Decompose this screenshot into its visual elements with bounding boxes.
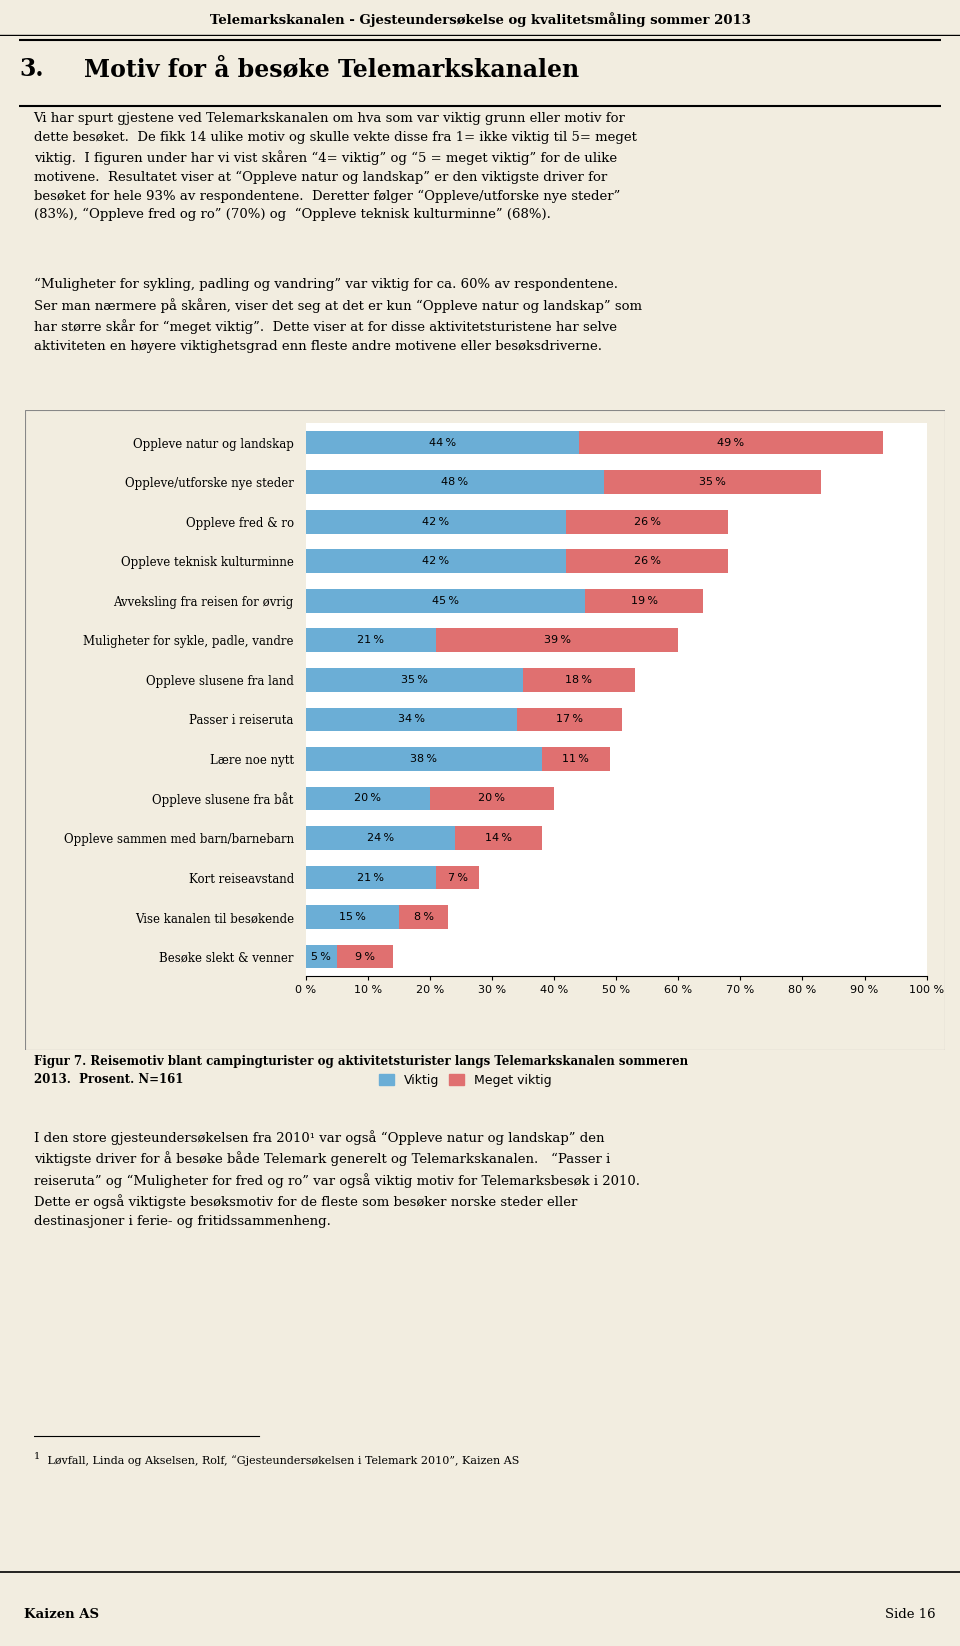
Bar — [566, 550, 728, 573]
Bar — [430, 787, 554, 810]
Text: Løvfall, Linda og Akselsen, Rolf, “Gjesteundersøkelsen i Telemark 2010”, Kaizen : Løvfall, Linda og Akselsen, Rolf, “Gjest… — [44, 1455, 519, 1467]
Text: 8 %: 8 % — [414, 912, 434, 922]
Bar — [516, 708, 622, 731]
Bar — [455, 826, 541, 849]
Text: 42 %: 42 % — [422, 556, 449, 566]
Bar — [337, 945, 393, 968]
Text: 20 %: 20 % — [478, 793, 505, 803]
Bar — [305, 708, 516, 731]
Text: 45 %: 45 % — [432, 596, 459, 606]
Bar — [305, 510, 566, 533]
Bar — [305, 471, 604, 494]
Text: Figur 7. Reisemotiv blant campingturister og aktivitetsturister langs Telemarksk: Figur 7. Reisemotiv blant campingturiste… — [34, 1055, 687, 1086]
Text: Motiv for å besøke Telemarkskanalen: Motiv for å besøke Telemarkskanalen — [84, 58, 579, 82]
Bar — [305, 787, 430, 810]
Text: “Muligheter for sykling, padling og vandring” var viktig for ca. 60% av responde: “Muligheter for sykling, padling og vand… — [34, 278, 641, 352]
Bar — [579, 431, 883, 454]
Bar — [436, 866, 479, 889]
Bar — [541, 747, 610, 770]
Legend: Viktig, Meget viktig: Viktig, Meget viktig — [374, 1068, 557, 1091]
Text: 24 %: 24 % — [367, 833, 394, 843]
Text: 38 %: 38 % — [410, 754, 437, 764]
Text: 5 %: 5 % — [311, 951, 331, 961]
Text: 21 %: 21 % — [357, 872, 384, 882]
Bar — [398, 905, 448, 928]
Text: 26 %: 26 % — [634, 556, 660, 566]
Text: I den store gjesteundersøkelsen fra 2010¹ var også “Oppleve natur og landskap” d: I den store gjesteundersøkelsen fra 2010… — [34, 1131, 639, 1228]
Bar — [305, 747, 541, 770]
Text: Side 16: Side 16 — [885, 1608, 936, 1621]
Bar — [305, 550, 566, 573]
Bar — [305, 945, 337, 968]
Text: 39 %: 39 % — [543, 635, 570, 645]
Text: 9 %: 9 % — [354, 951, 374, 961]
Text: 15 %: 15 % — [339, 912, 366, 922]
Text: 14 %: 14 % — [485, 833, 512, 843]
Text: 49 %: 49 % — [717, 438, 745, 448]
Text: 26 %: 26 % — [634, 517, 660, 527]
Bar — [566, 510, 728, 533]
Bar — [305, 905, 398, 928]
Text: 48 %: 48 % — [441, 477, 468, 487]
Bar — [305, 629, 436, 652]
Bar — [585, 589, 703, 612]
Text: 35 %: 35 % — [699, 477, 726, 487]
Text: 3.: 3. — [19, 58, 44, 82]
Text: 42 %: 42 % — [422, 517, 449, 527]
Bar — [305, 431, 579, 454]
Text: 21 %: 21 % — [357, 635, 384, 645]
Bar — [604, 471, 821, 494]
Text: 18 %: 18 % — [565, 675, 592, 685]
Text: 20 %: 20 % — [354, 793, 381, 803]
Bar — [305, 589, 585, 612]
Text: 7 %: 7 % — [447, 872, 468, 882]
Text: 17 %: 17 % — [556, 714, 583, 724]
Text: Vi har spurt gjestene ved Telemarkskanalen om hva som var viktig grunn eller mot: Vi har spurt gjestene ved Telemarkskanal… — [34, 112, 636, 222]
Text: 35 %: 35 % — [401, 675, 428, 685]
Bar — [305, 826, 455, 849]
Text: Kaizen AS: Kaizen AS — [24, 1608, 99, 1621]
Text: 19 %: 19 % — [631, 596, 658, 606]
Text: 11 %: 11 % — [563, 754, 589, 764]
Bar — [436, 629, 678, 652]
Bar — [523, 668, 635, 691]
Text: 1: 1 — [34, 1452, 40, 1462]
Bar — [305, 668, 523, 691]
Text: 34 %: 34 % — [397, 714, 424, 724]
Bar — [305, 866, 436, 889]
Text: 44 %: 44 % — [429, 438, 456, 448]
Text: Telemarkskanalen - Gjesteundersøkelse og kvalitetsmåling sommer 2013: Telemarkskanalen - Gjesteundersøkelse og… — [209, 13, 751, 28]
